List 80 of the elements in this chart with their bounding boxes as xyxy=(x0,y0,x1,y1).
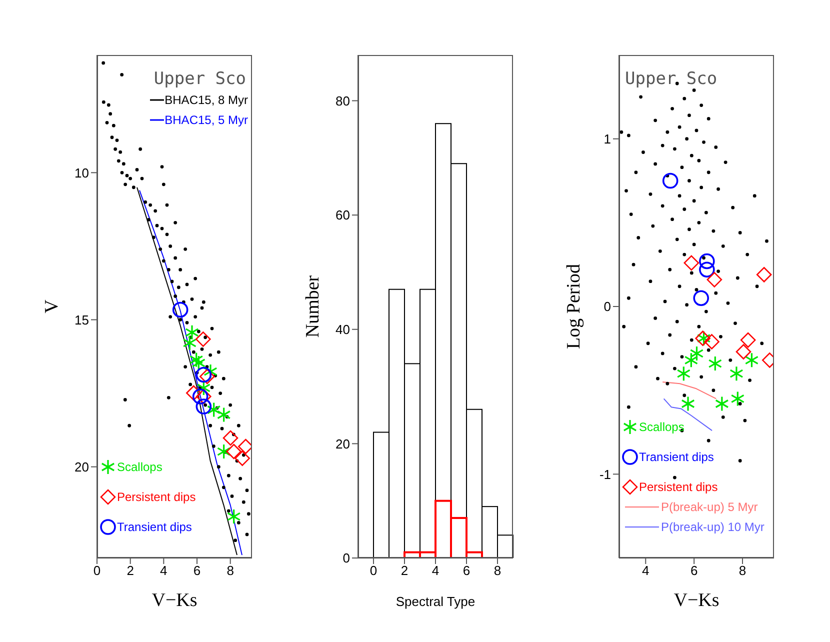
point xyxy=(200,368,215,384)
point xyxy=(196,366,212,383)
point xyxy=(192,388,208,404)
point xyxy=(185,324,199,340)
point xyxy=(189,352,204,368)
point xyxy=(736,344,752,360)
x-axis-title: Spectral Type xyxy=(396,594,476,609)
legend-label: Transient dips xyxy=(639,450,714,464)
x-tick-label: 0 xyxy=(93,563,101,578)
point xyxy=(234,450,250,466)
legend-label: P(break-up) 10 Myr xyxy=(661,520,764,534)
x-axis-title: V−Ks xyxy=(674,590,720,611)
legend-label: Persistent dips xyxy=(639,480,718,494)
point xyxy=(182,335,197,351)
point xyxy=(172,302,188,318)
legend-label: Scallops xyxy=(117,460,162,474)
x-tick-label: 6 xyxy=(462,563,470,578)
point xyxy=(216,406,231,423)
x-tick-label: 8 xyxy=(226,563,234,578)
point xyxy=(740,332,756,348)
y-axis-title: V xyxy=(42,299,63,314)
point xyxy=(222,430,238,446)
annotation: Upper Sco xyxy=(625,69,718,89)
point xyxy=(186,385,202,401)
y-axis-title: Log Period xyxy=(564,264,585,349)
y-tick-label: 60 xyxy=(336,208,350,223)
x-tick-label: 8 xyxy=(494,563,502,578)
point xyxy=(206,402,221,418)
y-axis-title: Number xyxy=(302,274,324,338)
x-tick-label: 4 xyxy=(642,563,650,578)
annotation: Upper Sco xyxy=(154,69,246,89)
point xyxy=(681,396,695,412)
point xyxy=(744,352,759,368)
point xyxy=(699,253,715,270)
y-tick-label: 20 xyxy=(74,459,89,474)
y-tick-label: 0 xyxy=(604,299,611,314)
point xyxy=(715,396,729,412)
y-tick-label: 40 xyxy=(336,322,350,337)
x-tick-label: 4 xyxy=(432,563,440,578)
point xyxy=(662,172,678,189)
point xyxy=(226,508,241,524)
y-tick-label: -1 xyxy=(599,466,611,482)
x-tick-label: 2 xyxy=(126,563,134,578)
point xyxy=(226,444,242,460)
x-tick-label: 0 xyxy=(370,563,378,578)
point xyxy=(216,444,231,460)
legend-label: BHAC15, 5 Myr xyxy=(164,113,248,127)
y-tick-label: 80 xyxy=(336,93,350,108)
x-tick-label: 6 xyxy=(690,563,698,578)
y-tick-label: 15 xyxy=(74,312,89,328)
line-series xyxy=(662,381,717,400)
legend-label: Transient dips xyxy=(117,520,192,534)
point xyxy=(196,398,212,414)
point xyxy=(676,366,691,382)
x-tick-label: 4 xyxy=(160,563,168,578)
point xyxy=(238,438,252,454)
point xyxy=(756,266,772,282)
point xyxy=(730,390,745,407)
point xyxy=(699,262,715,278)
y-tick-label: 1 xyxy=(604,131,611,146)
legend-label: Scallops xyxy=(639,420,684,434)
legend-label: BHAC15, 8 Myr xyxy=(164,93,248,107)
point xyxy=(708,356,722,372)
point xyxy=(684,255,700,271)
legend-label: Persistent dips xyxy=(117,490,196,504)
legend-label: P(break-up) 5 Myr xyxy=(661,500,758,514)
point xyxy=(693,290,709,306)
x-tick-label: 8 xyxy=(738,563,746,578)
x-tick-label: 6 xyxy=(193,563,201,578)
x-axis-title: V−Ks xyxy=(152,590,198,611)
y-tick-label: 0 xyxy=(342,550,350,566)
point xyxy=(706,272,722,288)
y-tick-label: 20 xyxy=(336,436,350,452)
y-tick-label: 10 xyxy=(74,165,89,180)
x-tick-label: 2 xyxy=(400,563,408,578)
point xyxy=(204,364,218,380)
point xyxy=(730,366,744,382)
point xyxy=(192,355,206,371)
point xyxy=(704,334,720,350)
point xyxy=(196,332,211,347)
